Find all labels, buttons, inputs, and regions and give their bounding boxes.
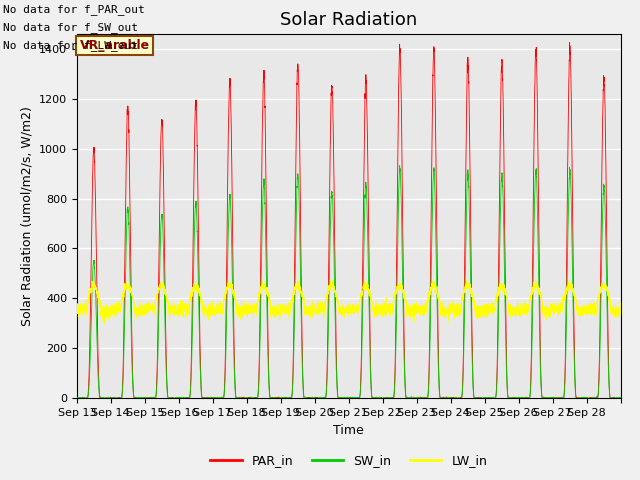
X-axis label: Time: Time <box>333 424 364 437</box>
Legend: PAR_in, SW_in, LW_in: PAR_in, SW_in, LW_in <box>205 449 492 472</box>
Text: VR_arable: VR_arable <box>79 39 150 52</box>
Text: No data for f_SW_out: No data for f_SW_out <box>3 22 138 33</box>
Text: No data for f_PAR_out: No data for f_PAR_out <box>3 4 145 15</box>
Y-axis label: Solar Radiation (umol/m2/s, W/m2): Solar Radiation (umol/m2/s, W/m2) <box>20 106 33 326</box>
Title: Solar Radiation: Solar Radiation <box>280 11 417 29</box>
Text: No data for f_LW_out: No data for f_LW_out <box>3 40 138 51</box>
